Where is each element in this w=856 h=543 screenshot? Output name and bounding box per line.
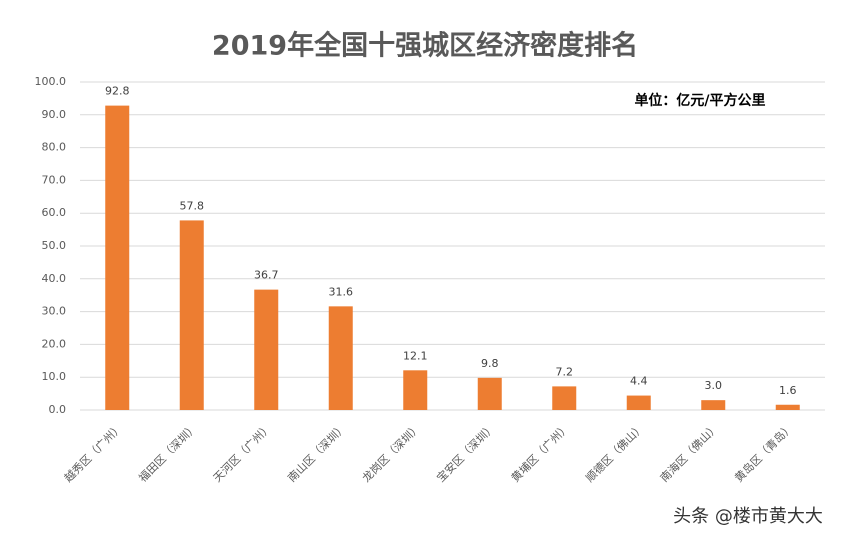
y-tick-label: 60.0	[42, 206, 67, 219]
data-label: 12.1	[403, 349, 428, 362]
bar	[328, 306, 353, 410]
data-label: 36.7	[254, 269, 279, 282]
bar	[477, 377, 502, 410]
watermark: 头条 @楼市黄大大	[673, 506, 823, 527]
data-label: 92.8	[105, 85, 130, 98]
data-label: 4.4	[630, 375, 648, 388]
data-label: 31.6	[329, 285, 354, 298]
data-label: 3.0	[705, 379, 723, 392]
y-tick-label: 30.0	[42, 305, 67, 318]
y-tick-label: 100.0	[35, 75, 67, 88]
data-label: 1.6	[779, 384, 797, 397]
y-tick-label: 70.0	[42, 173, 67, 186]
bar	[403, 370, 428, 410]
data-label: 57.8	[180, 199, 205, 212]
y-tick-label: 80.0	[42, 141, 67, 154]
bar	[179, 220, 204, 410]
bar	[105, 105, 130, 410]
bar	[775, 404, 800, 410]
y-tick-label: 40.0	[42, 272, 67, 285]
y-tick-label: 10.0	[42, 370, 67, 383]
bar	[626, 395, 651, 410]
bar	[552, 386, 577, 410]
y-tick-label: 0.0	[49, 403, 67, 416]
y-tick-label: 20.0	[42, 337, 67, 350]
y-tick-label: 50.0	[42, 239, 67, 252]
bar	[701, 400, 726, 410]
y-tick-label: 90.0	[42, 108, 67, 121]
bar	[254, 289, 279, 410]
data-label: 9.8	[481, 357, 499, 370]
chart-title: 2019年全国十强城区经济密度排名	[212, 30, 638, 62]
unit-annotation: 单位：亿元/平方公里	[634, 92, 765, 109]
data-label: 7.2	[556, 365, 574, 378]
